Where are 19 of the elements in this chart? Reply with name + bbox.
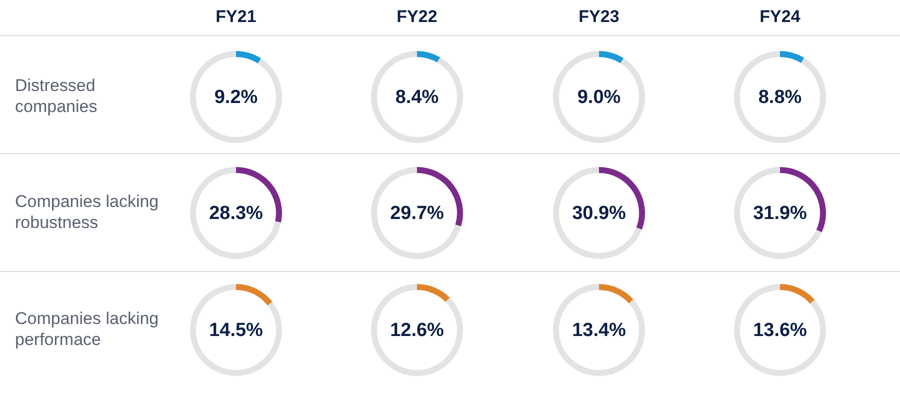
text: 9.2%: [214, 87, 258, 108]
text: Companies lacking performace: [15, 308, 160, 350]
text: 28.3%: [209, 203, 264, 224]
text: 8.8%: [758, 87, 802, 108]
text: 14.5%: [209, 320, 264, 342]
text: 29.7%: [390, 203, 444, 224]
text: 13.4%: [572, 320, 626, 342]
chart-title: FY23: [578, 7, 620, 27]
text: 9.0%: [577, 87, 621, 108]
text: 12.6%: [390, 320, 444, 342]
chart-title: FY22: [396, 7, 438, 27]
chart-title: FY24: [758, 7, 802, 27]
chart-title: FY21: [214, 7, 258, 27]
text: Companies lacking robustness: [15, 191, 160, 233]
text: 13.6%: [753, 320, 808, 342]
text: 8.4%: [395, 87, 439, 108]
text: Distressed companies: [15, 75, 98, 117]
text: 30.9%: [572, 203, 626, 224]
text: 31.9%: [753, 203, 808, 224]
